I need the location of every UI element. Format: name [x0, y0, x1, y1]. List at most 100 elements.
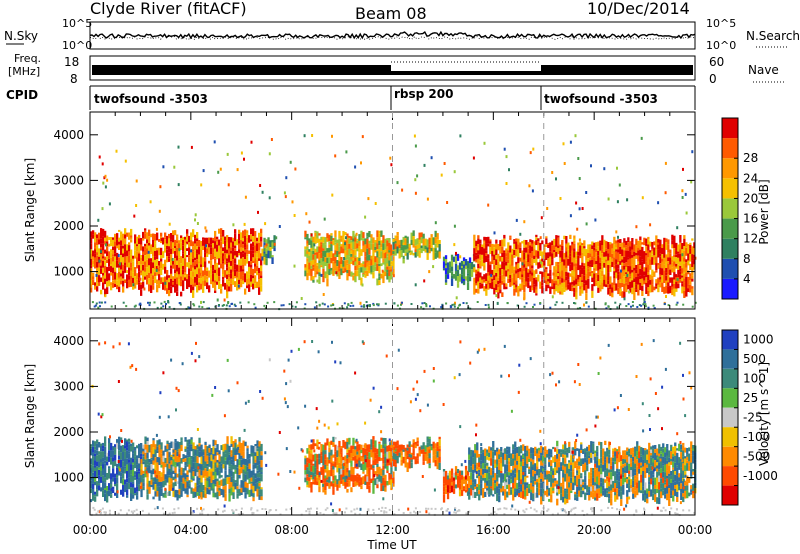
colorbar-swatch — [722, 330, 738, 350]
x-tick-label: 04:00 — [174, 523, 209, 537]
colorbar-swatch — [722, 407, 738, 428]
x-tick-labels: 00:00 04:00 08:00 12:00 16:00 20:00 00:00 — [73, 523, 713, 537]
power-colorbar-tick: 8 — [743, 252, 751, 266]
x-tick-label: 12:00 — [375, 523, 410, 537]
colorbar-swatch — [722, 218, 738, 239]
velocity-colorbar-tick: 25 — [743, 391, 758, 405]
station-title: Clyde River (fitACF) — [90, 0, 247, 18]
freq-bar-segment-1 — [92, 65, 391, 75]
freq-bar-segment-3 — [541, 65, 693, 75]
data-region-1 — [140, 436, 263, 502]
y-tick-label: 4000 — [53, 334, 84, 348]
freq-right-tick-top: 60 — [709, 55, 724, 69]
colorbar-swatch — [722, 485, 738, 505]
velocity-colorbar-label: Velocity [m s^-1] — [757, 362, 771, 466]
date-title: 10/Dec/2014 — [587, 0, 690, 18]
colorbar-swatch — [722, 466, 738, 486]
scatter-echoes — [91, 134, 697, 311]
freq-right-tick-bottom: 0 — [709, 72, 717, 86]
velocity-colorbar-tick: -100 — [743, 430, 770, 444]
cpid-segment-1-label: twofsound -3503 — [94, 92, 208, 106]
power-colorbar-tick: 16 — [743, 212, 758, 226]
colorbar-swatch — [722, 178, 738, 199]
data-region-4 — [442, 465, 470, 503]
y-tick-label: 1000 — [53, 471, 84, 485]
velocity-axes: 1000 2000 3000 4000 — [53, 318, 696, 515]
scatter-echoes — [90, 339, 696, 516]
cpid-panel: CPID twofsound -3503 rbsp 200 twofsound … — [6, 85, 696, 110]
colorbar-swatch — [722, 278, 738, 299]
power-colorbar-tick: 20 — [743, 191, 758, 205]
noise-left-label: N.Sky — [4, 29, 38, 43]
velocity-colorbar-tick: -25 — [743, 411, 763, 425]
colorbar-swatch — [722, 198, 738, 219]
noise-left-tick-top: 10^5 — [62, 17, 92, 30]
power-colorbar-label: Power [dB] — [757, 179, 771, 244]
x-tick-label: 16:00 — [476, 523, 511, 537]
x-tick-label: 20:00 — [577, 523, 612, 537]
velocity-data-layer — [90, 339, 697, 516]
velocity-colorbar-tick: 100 — [743, 372, 766, 386]
x-tick-label: 00:00 — [678, 523, 713, 537]
noise-panel: N.Sky 10^5 10^0 10^5 10^0 N.Search — [4, 17, 800, 52]
x-axis-label: Time UT — [366, 538, 417, 552]
power-colorbar-tick: 12 — [743, 232, 758, 246]
colorbar-swatch — [722, 158, 738, 179]
velocity-colorbar-tick: 1000 — [743, 333, 774, 347]
velocity-colorbar-tick: -1000 — [743, 469, 778, 483]
beam-title: Beam 08 — [355, 4, 427, 23]
freq-left-tick-bottom: 8 — [70, 72, 78, 86]
cpid-label: CPID — [6, 88, 38, 102]
colorbar-swatch — [722, 427, 738, 447]
freq-panel: Freq. [MHz] 18 8 60 0 Nave — [8, 52, 785, 86]
colorbar-swatch — [722, 258, 738, 279]
data-region-2 — [304, 436, 395, 495]
x-tick-label: 00:00 — [73, 523, 108, 537]
y-tick-label: 2000 — [53, 425, 84, 439]
velocity-colorbar-tick: 500 — [743, 352, 766, 366]
y-tick-label: 1000 — [53, 265, 84, 279]
noise-left-tick-bottom: 10^0 — [62, 39, 92, 52]
colorbar-swatch — [722, 368, 738, 389]
cpid-segment-2-label: rbsp 200 — [394, 87, 453, 101]
velocity-panel: 1000 2000 3000 4000 Slant Range [km] — [23, 317, 697, 516]
y-tick-label: 2000 — [53, 219, 84, 233]
power-colorbar: 4 8 12 16 20 24 28 — [721, 117, 758, 300]
cpid-segment-3-label: twofsound -3503 — [544, 92, 658, 106]
freq-label-1: Freq. — [14, 52, 41, 65]
colorbar-swatch — [722, 349, 738, 369]
power-colorbar-tick: 28 — [743, 151, 758, 165]
data-region-5 — [473, 234, 696, 300]
power-colorbar-tick: 4 — [743, 272, 751, 286]
colorbar-swatch — [722, 118, 738, 139]
noise-sky-line — [89, 30, 696, 40]
nave-label: Nave — [748, 63, 779, 77]
x-tick-label: 08:00 — [274, 523, 309, 537]
y-tick-label: 4000 — [53, 128, 84, 142]
colorbar-swatch — [722, 388, 738, 408]
colorbar-swatch — [722, 138, 738, 159]
data-region-4 — [442, 253, 476, 290]
noise-right-tick-top: 10^5 — [706, 17, 736, 30]
data-region-1 — [261, 235, 276, 266]
data-region-0 — [90, 228, 263, 299]
data-region-3 — [392, 230, 441, 264]
data-region-2 — [304, 230, 395, 287]
freq-bar-segment-2 — [391, 71, 541, 75]
noise-right-tick-bottom: 10^0 — [706, 39, 736, 52]
power-ylabel: Slant Range [km] — [23, 158, 37, 262]
power-data-layer — [90, 134, 697, 311]
velocity-colorbar-tick: -500 — [743, 449, 770, 463]
data-region-0 — [90, 436, 143, 503]
velocity-colorbar: 1000 500 100 25 -25 -100 -500 -1000 — [721, 329, 778, 506]
freq-left-tick-top: 18 — [64, 55, 79, 69]
power-axes: 1000 2000 3000 4000 — [53, 112, 696, 309]
noise-right-label: N.Search — [746, 29, 800, 43]
y-tick-label: 3000 — [53, 379, 84, 393]
data-region-5 — [468, 440, 697, 506]
velocity-ylabel: Slant Range [km] — [23, 364, 37, 468]
power-colorbar-tick: 24 — [743, 171, 758, 185]
colorbar-swatch — [722, 238, 738, 259]
power-panel: 1000 2000 3000 4000 Slant Range [km] — [23, 111, 697, 311]
